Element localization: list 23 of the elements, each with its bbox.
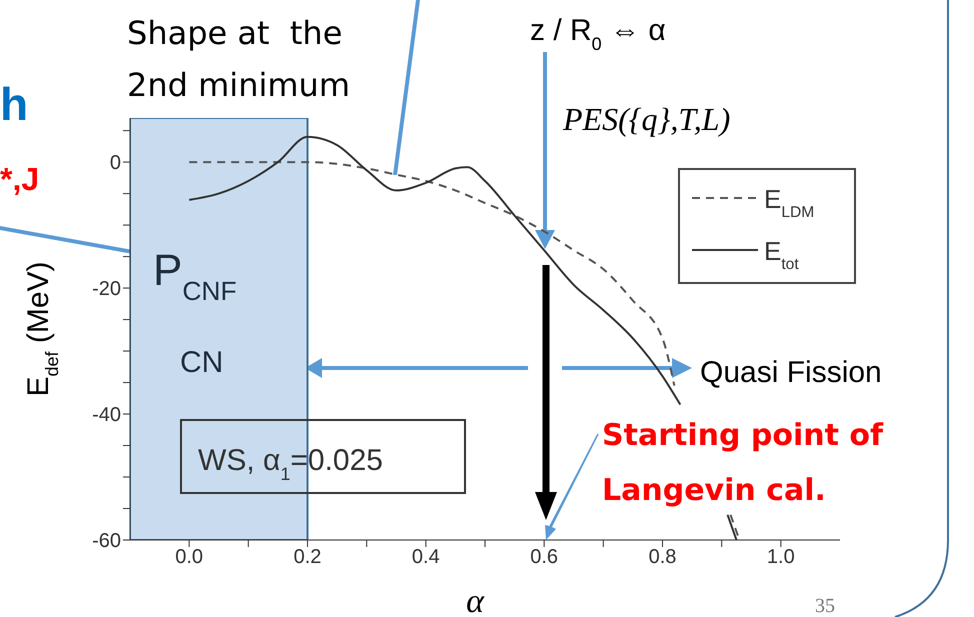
- x-tick-label: 0.4: [412, 546, 440, 568]
- text: *,J: [0, 161, 40, 197]
- annotation: P$_{CNF}$: [153, 246, 237, 306]
- annotation: CN: [180, 346, 224, 379]
- legend-label: E$_{tot}$: [764, 236, 800, 272]
- y-tick-label: 0: [110, 152, 121, 174]
- annotation: Quasi Fission: [700, 356, 882, 389]
- y-tick-label: -40: [92, 404, 121, 426]
- y-tick-label: -60: [92, 530, 121, 552]
- text: Shape at the 2nd minimum: [127, 14, 350, 104]
- text: 35: [815, 595, 835, 617]
- annotation: Starting point of Langevin cal.: [602, 418, 884, 508]
- annotation: PES({q},T,L): [562, 101, 730, 137]
- x-tick-label: 0.0: [175, 546, 204, 568]
- y-tick-label: -20: [92, 278, 121, 300]
- x-tick-label: 0.8: [648, 546, 676, 568]
- text: h: [0, 78, 28, 130]
- legend-label: E$_{LDM}$: [764, 184, 814, 220]
- x-tick-label: 1.0: [766, 546, 795, 568]
- text: z / R$_{0}$ ⇔ α: [530, 14, 666, 54]
- x-tick-label: 0.2: [294, 546, 322, 568]
- x-axis-title: α: [466, 583, 486, 617]
- x-tick-label: 0.6: [530, 546, 558, 568]
